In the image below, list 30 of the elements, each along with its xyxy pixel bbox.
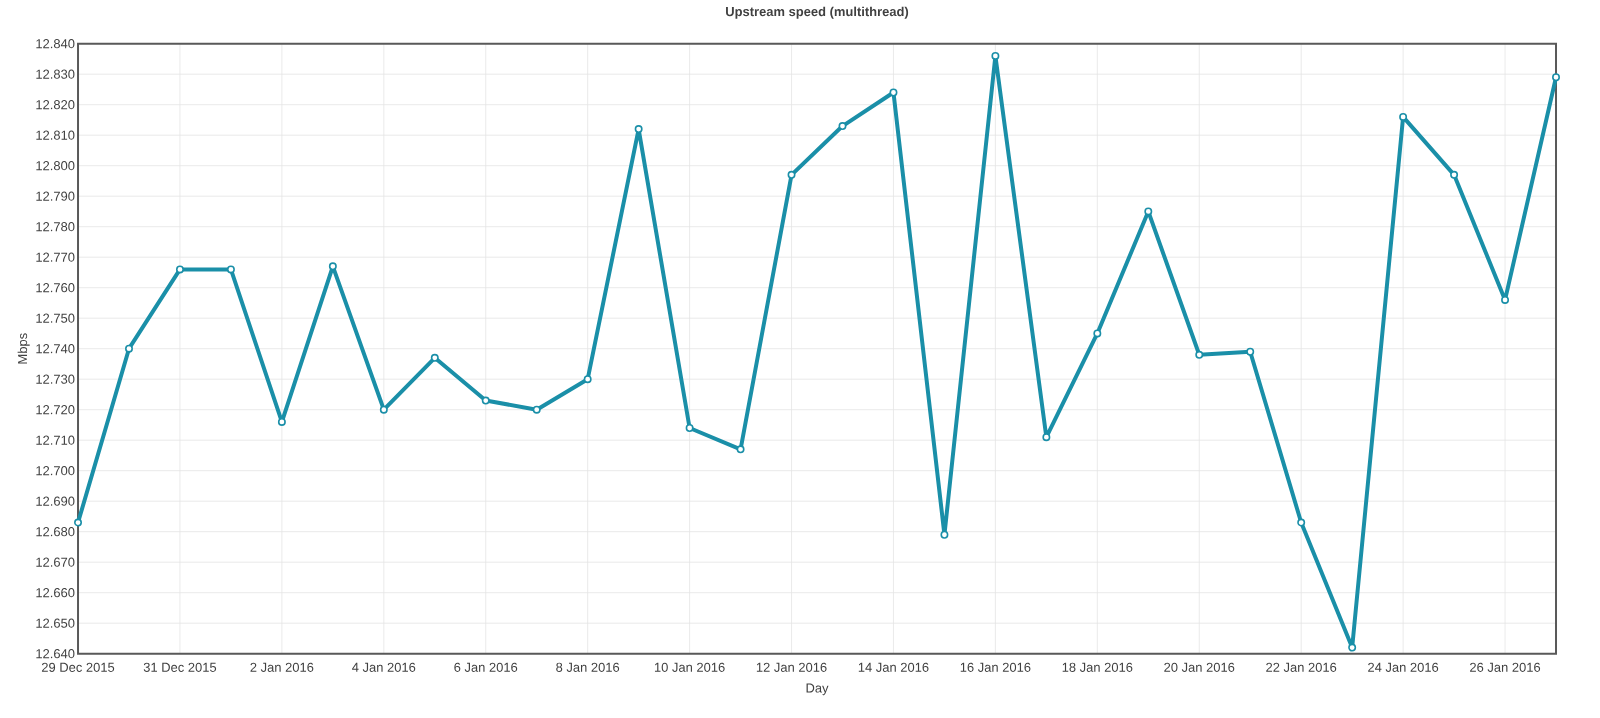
point xyxy=(1348,643,1357,652)
point xyxy=(277,418,286,427)
point xyxy=(481,396,490,405)
point xyxy=(226,265,235,274)
point xyxy=(787,171,796,179)
point xyxy=(1042,433,1051,442)
point xyxy=(1399,113,1408,122)
point xyxy=(125,344,133,353)
point xyxy=(430,354,439,362)
point xyxy=(889,88,898,97)
point xyxy=(940,530,949,539)
point xyxy=(1093,329,1102,338)
point xyxy=(1246,347,1255,356)
point xyxy=(532,405,541,414)
point xyxy=(1144,207,1153,216)
point xyxy=(991,52,1000,61)
point xyxy=(1450,171,1459,179)
point xyxy=(175,265,184,274)
point xyxy=(74,518,83,527)
point xyxy=(1501,296,1510,305)
point xyxy=(583,375,592,384)
point xyxy=(328,262,337,271)
point xyxy=(379,405,388,414)
point xyxy=(1195,350,1204,359)
point xyxy=(838,122,847,131)
point xyxy=(685,424,694,433)
point xyxy=(1297,518,1306,527)
point xyxy=(1552,73,1560,82)
point xyxy=(736,445,745,454)
point xyxy=(634,125,643,134)
